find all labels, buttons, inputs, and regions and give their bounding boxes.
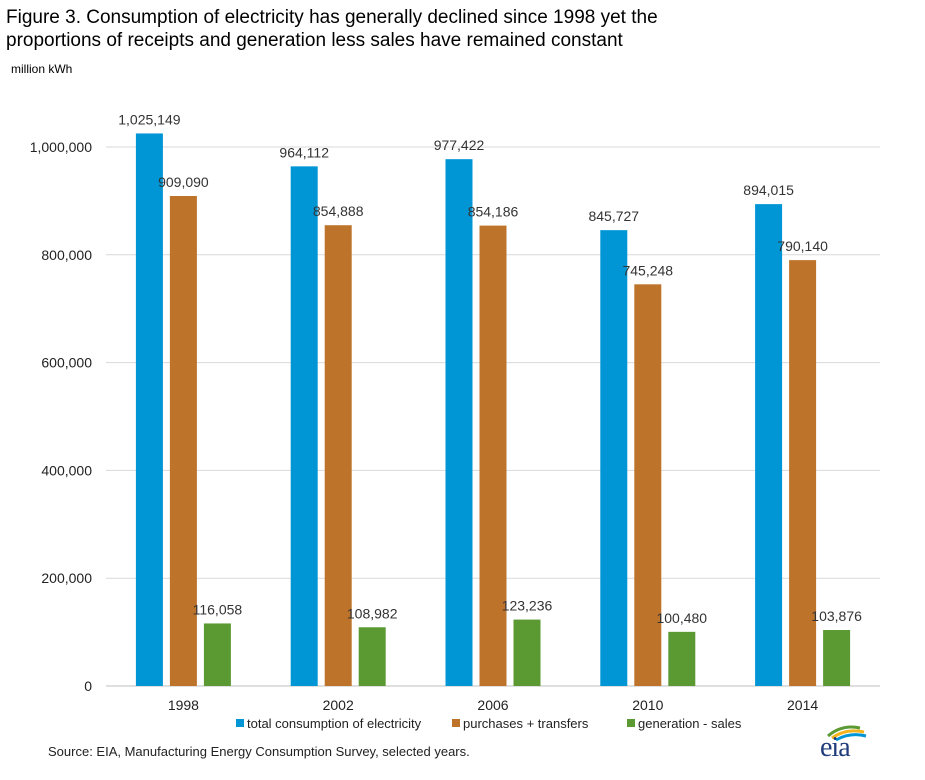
bar <box>324 225 352 686</box>
x-tick-label: 2014 <box>787 697 818 713</box>
eia-logo: eia <box>812 722 868 763</box>
legend-label: purchases + transfers <box>463 716 589 731</box>
bar <box>479 225 507 686</box>
data-label: 108,982 <box>347 605 398 621</box>
x-tick-label: 2006 <box>477 697 508 713</box>
bar <box>290 166 318 686</box>
bar <box>135 133 163 686</box>
data-label: 977,422 <box>434 137 485 153</box>
y-axis-units: million kWh <box>11 62 73 76</box>
data-label: 116,058 <box>193 601 243 617</box>
x-tick-label: 1998 <box>168 697 199 713</box>
data-label: 745,248 <box>622 262 673 278</box>
x-tick-label: 2002 <box>323 697 354 713</box>
y-tick-label: 400,000 <box>41 462 92 478</box>
data-label: 1,025,149 <box>118 111 180 127</box>
data-label: 123,236 <box>502 598 553 614</box>
legend-swatch <box>452 719 460 727</box>
data-label: 854,888 <box>313 203 364 219</box>
eia-logo-swoosh-icon <box>827 725 867 742</box>
data-label: 103,876 <box>811 608 862 624</box>
bar <box>823 630 851 686</box>
legend-label: total consumption of electricity <box>247 716 422 731</box>
bar <box>169 196 197 686</box>
bar <box>445 159 473 686</box>
y-tick-label: 600,000 <box>41 355 92 371</box>
legend-swatch <box>236 719 244 727</box>
y-tick-label: 1,000,000 <box>30 139 92 155</box>
y-tick-label: 800,000 <box>41 247 92 263</box>
bar <box>358 627 386 686</box>
y-tick-label: 200,000 <box>41 570 92 586</box>
data-label: 964,112 <box>279 144 329 160</box>
bar <box>668 631 696 686</box>
bar <box>634 284 662 686</box>
data-label: 854,186 <box>468 204 519 220</box>
bar <box>513 619 541 686</box>
data-label: 790,140 <box>777 238 828 254</box>
legend-swatch <box>627 719 635 727</box>
eia-logo-text: eia <box>820 732 851 763</box>
bar <box>789 260 817 686</box>
data-label: 909,090 <box>158 174 209 190</box>
data-label: 894,015 <box>743 182 794 198</box>
data-label: 845,727 <box>588 208 639 224</box>
legend-label: generation - sales <box>638 716 742 731</box>
data-label: 100,480 <box>656 610 707 626</box>
y-tick-label: 0 <box>84 678 92 694</box>
x-tick-label: 2010 <box>632 697 663 713</box>
bar <box>203 623 231 686</box>
bar <box>600 230 628 687</box>
bar <box>755 204 783 686</box>
chart-title: Figure 3. Consumption of electricity has… <box>6 6 658 52</box>
chart-title-line-2: proportions of receipts and generation l… <box>6 30 623 51</box>
source-note: Source: EIA, Manufacturing Energy Consum… <box>48 744 470 759</box>
chart-title-line-1: Figure 3. Consumption of electricity has… <box>6 7 658 28</box>
